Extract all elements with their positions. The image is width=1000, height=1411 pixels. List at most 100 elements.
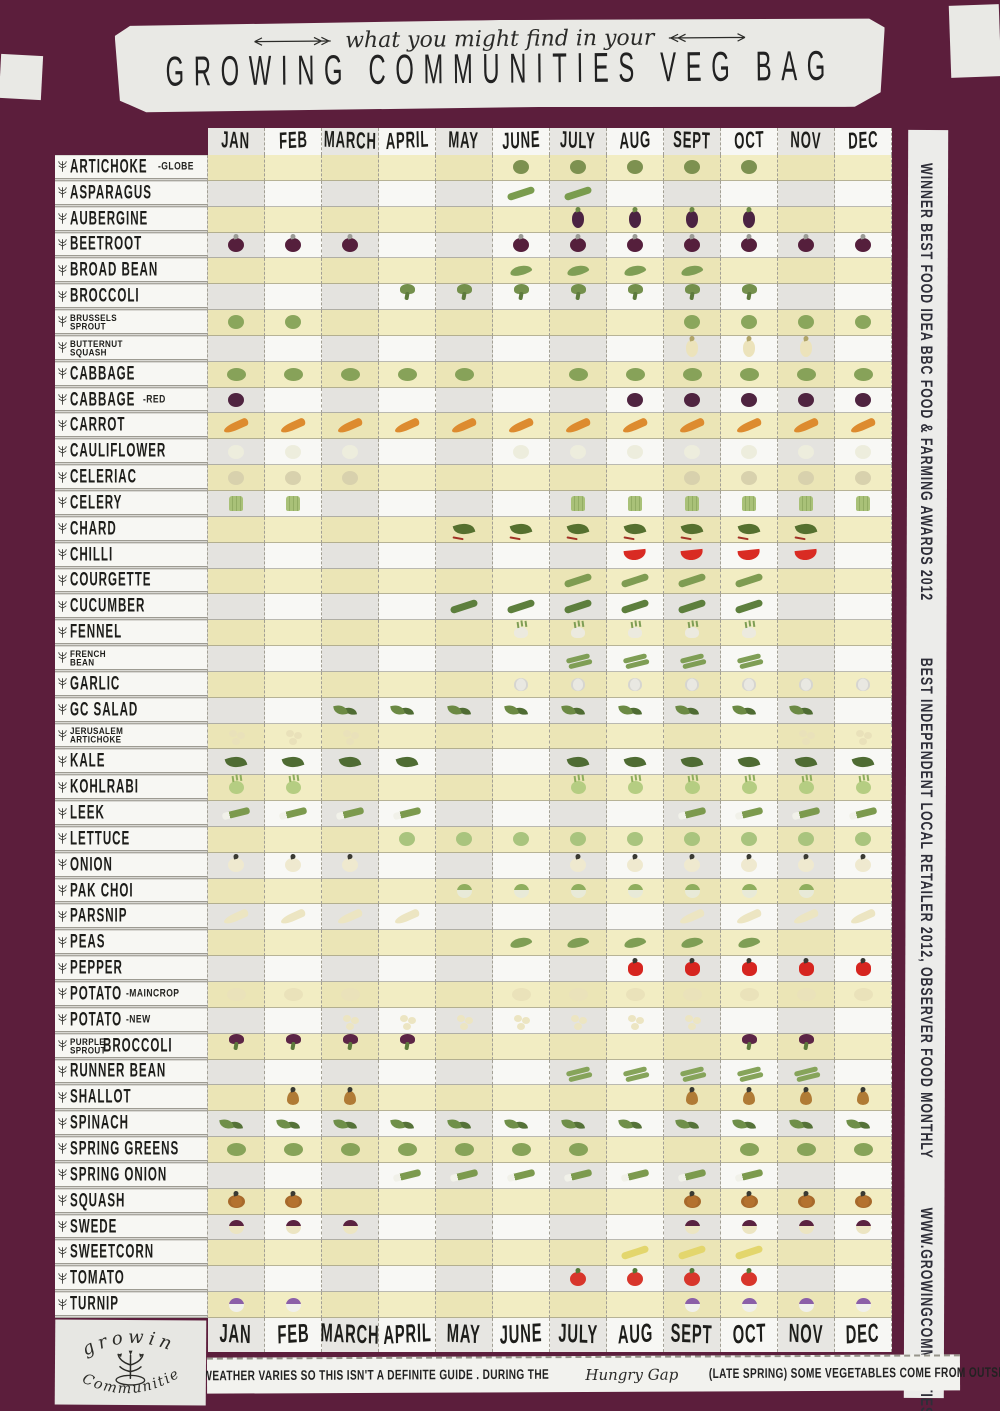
veg-name: SQUASH — [70, 1189, 126, 1212]
seasonal-chart: JAN FEB MARCH APRIL MAY JUNE JULY AUG SEPT OCT NOV… — [55, 127, 892, 1352]
cell-feb — [265, 1137, 322, 1163]
veg-icon — [628, 627, 642, 639]
veg-icon — [846, 1117, 861, 1130]
veg-icon — [684, 470, 700, 485]
veg-icon — [855, 470, 871, 485]
cell-march — [322, 697, 379, 724]
veg-name: LEEK — [70, 802, 105, 824]
veg-icon — [570, 858, 586, 873]
cell-june — [493, 1214, 550, 1241]
veg-name-suffix: -NEW — [126, 1013, 151, 1027]
cell-july — [550, 723, 607, 750]
cell-april — [379, 671, 436, 698]
month-header-nov: NOV — [778, 128, 835, 155]
label-strip: ARTICHOKE -GLOBE — [55, 156, 207, 179]
month-label: JUNE — [501, 127, 541, 155]
veg-icon — [684, 284, 700, 295]
label-strip: TOMATO — [55, 1267, 207, 1291]
veg-icon — [679, 1066, 705, 1078]
veg-icon — [734, 573, 764, 589]
row-label-butternut-squash: BUTTERNUT SQUASH — [55, 335, 208, 362]
veg-icon — [627, 858, 643, 873]
veg-name: SHALLOT — [70, 1086, 132, 1109]
veg-icon — [570, 160, 586, 175]
cell-dec — [835, 671, 892, 698]
label-strip: BROCCOLI — [55, 285, 207, 309]
row-label-potato: POTATO -MAINCROP — [55, 982, 208, 1008]
cell-may — [436, 646, 493, 672]
cell-march — [322, 490, 379, 517]
cell-march — [322, 904, 379, 931]
veg-icon — [224, 753, 248, 771]
cell-jan — [208, 1111, 265, 1138]
veg-icon — [343, 730, 351, 738]
veg-icon — [228, 781, 244, 795]
cell-march — [322, 671, 379, 698]
row-label-kale: KALE — [55, 749, 208, 776]
cell-sept — [664, 465, 721, 491]
cell-aug — [607, 465, 664, 491]
veg-icon — [685, 677, 699, 691]
veg-icon — [686, 210, 698, 228]
label-strip: SWEDE — [55, 1215, 207, 1239]
cell-april — [379, 1033, 436, 1060]
row-label-celery: CELERY — [55, 490, 208, 517]
veg-icon — [683, 1194, 701, 1208]
veg-icon — [513, 832, 529, 847]
row-label-onion: ONION — [55, 852, 208, 879]
veg-icon — [734, 1245, 764, 1261]
month-header-june: JUNE — [493, 127, 550, 155]
cell-may — [436, 878, 493, 905]
month-label: SEPT — [673, 127, 711, 154]
cell-oct — [721, 206, 778, 233]
footer-note: SEASONS VARY, WEATHER VARIES SO THIS ISN… — [113, 1354, 1000, 1394]
label-strip: BROAD BEAN — [55, 259, 207, 283]
cell-nov — [778, 206, 835, 233]
veg-icon — [226, 1142, 246, 1156]
veg-name: CAULIFLOWER — [70, 440, 167, 463]
cell-march — [322, 1240, 379, 1267]
veg-icon — [798, 237, 814, 252]
cell-aug — [607, 956, 664, 982]
label-strip: TURNIP — [55, 1293, 207, 1316]
cell-sept — [664, 1137, 721, 1163]
sprig-icon — [58, 600, 67, 613]
sprig-icon — [58, 910, 67, 923]
cell-april — [379, 904, 436, 931]
cell-nov — [778, 439, 835, 466]
veg-icon — [285, 1220, 301, 1235]
veg-icon — [627, 393, 643, 408]
row-label-peas: PEAS — [55, 930, 208, 957]
veg-icon — [855, 444, 871, 459]
label-strip: POTATO -NEW — [55, 1008, 207, 1032]
cell-sept — [664, 930, 721, 957]
cell-oct — [721, 1292, 778, 1318]
cell-feb — [265, 1188, 322, 1215]
veg-icon — [680, 263, 704, 278]
month-header-sept: SEPT — [664, 1317, 721, 1352]
veg-icon — [571, 1014, 579, 1022]
cell-feb — [265, 826, 322, 853]
veg-icon — [684, 237, 700, 252]
cell-march — [322, 232, 379, 259]
cell-oct — [721, 1162, 778, 1189]
cell-july — [550, 620, 607, 647]
row-label-spring-onion: SPRING ONION — [55, 1162, 208, 1189]
veg-icon — [283, 367, 303, 381]
veg-icon — [568, 367, 588, 381]
row-label-gc-salad: GC SALAD — [55, 697, 208, 724]
cell-dec — [835, 568, 892, 595]
veg-name: CHILLI — [70, 543, 114, 566]
cell-sept — [664, 284, 721, 311]
cell-march — [322, 1033, 379, 1060]
cell-april — [379, 1240, 436, 1267]
row-label-parsnip: PARSNIP — [55, 904, 208, 931]
row-label-beetroot: BEETROOT — [55, 232, 208, 259]
veg-icon — [848, 806, 878, 821]
cell-aug — [607, 516, 664, 543]
veg-icon — [514, 627, 528, 639]
veg-icon — [677, 1168, 707, 1183]
cell-sept — [664, 620, 721, 647]
veg-icon — [628, 495, 642, 511]
cell-march — [322, 516, 379, 543]
